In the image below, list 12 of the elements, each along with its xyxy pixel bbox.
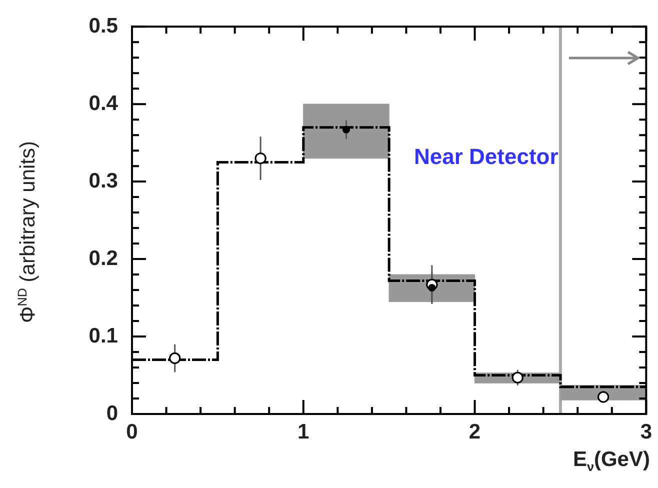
x-axis-title: E$_{ν}$(GeV) [572,448,650,474]
y-tick-label: 0.1 [88,324,118,348]
y-tick-label: 0.4 [88,92,118,115]
x-tick-label: 3 [640,420,652,444]
y-tick-label: 0.5 [88,14,118,38]
y-tick-label: 0.3 [88,169,118,192]
x-tick-label: 2 [468,420,481,444]
y-tick-label: 0 [106,402,118,425]
annotation: Near Detector [414,144,558,170]
y-tick-label: 0.2 [88,246,118,270]
x-tick-label: 0 [126,420,138,444]
x-tick-label: 1 [298,420,310,444]
